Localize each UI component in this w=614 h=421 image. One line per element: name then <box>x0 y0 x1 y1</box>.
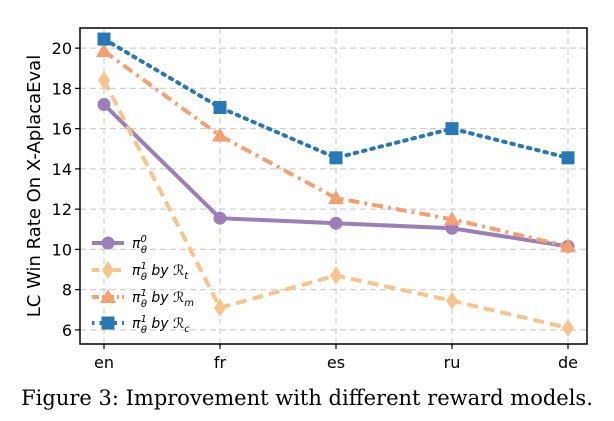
point-1-fr <box>213 211 227 225</box>
legend-label: π1 θ by ℛm <box>132 288 194 310</box>
point-3-ru <box>444 211 460 226</box>
line-chart: en fr es ru de 6 8 10 12 14 16 18 20 LC Win Rate On X… <box>24 27 588 372</box>
series-2 <box>98 71 574 337</box>
x-tick-label-de: de <box>558 353 578 372</box>
legend-label: π1 θ by ℛt <box>132 261 189 283</box>
point-4-es <box>329 151 343 165</box>
series-1 <box>97 97 575 253</box>
point-4-de <box>561 151 575 165</box>
y-tick-label-6: 6 <box>62 321 72 340</box>
point-3-en <box>96 43 112 58</box>
legend-item-3: π1 θ by ℛm <box>92 288 194 310</box>
y-axis-label: LC Win Rate On X-AplacaEval <box>24 55 45 317</box>
point-4-fr <box>213 101 227 115</box>
point-3-fr <box>212 127 228 142</box>
legend-item-1: π0 θ <box>92 234 147 256</box>
point-2-ru <box>446 291 458 310</box>
figure-caption: Figure 3: Improvement with different rew… <box>21 386 593 410</box>
point-1-en <box>97 97 111 111</box>
series-3 <box>96 43 576 253</box>
grid <box>80 28 587 344</box>
x-tick-label-ru: ru <box>444 353 461 372</box>
x-tick-label-es: es <box>327 353 345 372</box>
legend-item-4: π1 θ by ℛc <box>92 314 190 336</box>
legend-marker <box>100 289 116 303</box>
series-4 <box>97 32 575 165</box>
legend-label: π0 θ <box>132 234 147 256</box>
y-tick-label-14: 14 <box>52 160 72 179</box>
point-2-fr <box>214 298 226 317</box>
y-tick-label-12: 12 <box>52 200 72 219</box>
y-tick-label-20: 20 <box>52 39 72 58</box>
point-1-es <box>329 216 343 230</box>
point-4-ru <box>445 122 459 136</box>
legend-item-2: π1 θ by ℛt <box>92 261 189 283</box>
legend: π0 θ π1 θ by ℛt π1 θ by ℛm π1 θ by ℛc <box>92 234 194 336</box>
legend-marker <box>101 316 115 330</box>
y-tick-label-8: 8 <box>62 281 72 300</box>
x-tick-label-en: en <box>94 353 114 372</box>
point-2-de <box>562 318 574 337</box>
point-3-de <box>560 238 576 253</box>
legend-label: π1 θ by ℛc <box>132 314 190 336</box>
point-2-es <box>330 266 342 285</box>
legend-marker <box>102 261 114 279</box>
series-line-4 <box>102 37 570 160</box>
plot-frame <box>79 27 588 345</box>
y-tick-label-16: 16 <box>52 120 72 139</box>
point-4-en <box>97 32 111 46</box>
x-tick-label-fr: fr <box>214 353 227 372</box>
y-tick-label-10: 10 <box>52 240 72 259</box>
series-line-3 <box>102 49 569 249</box>
legend-marker <box>101 236 115 250</box>
point-3-es <box>328 190 344 205</box>
point-2-en <box>98 71 110 90</box>
y-tick-label-18: 18 <box>52 79 72 98</box>
